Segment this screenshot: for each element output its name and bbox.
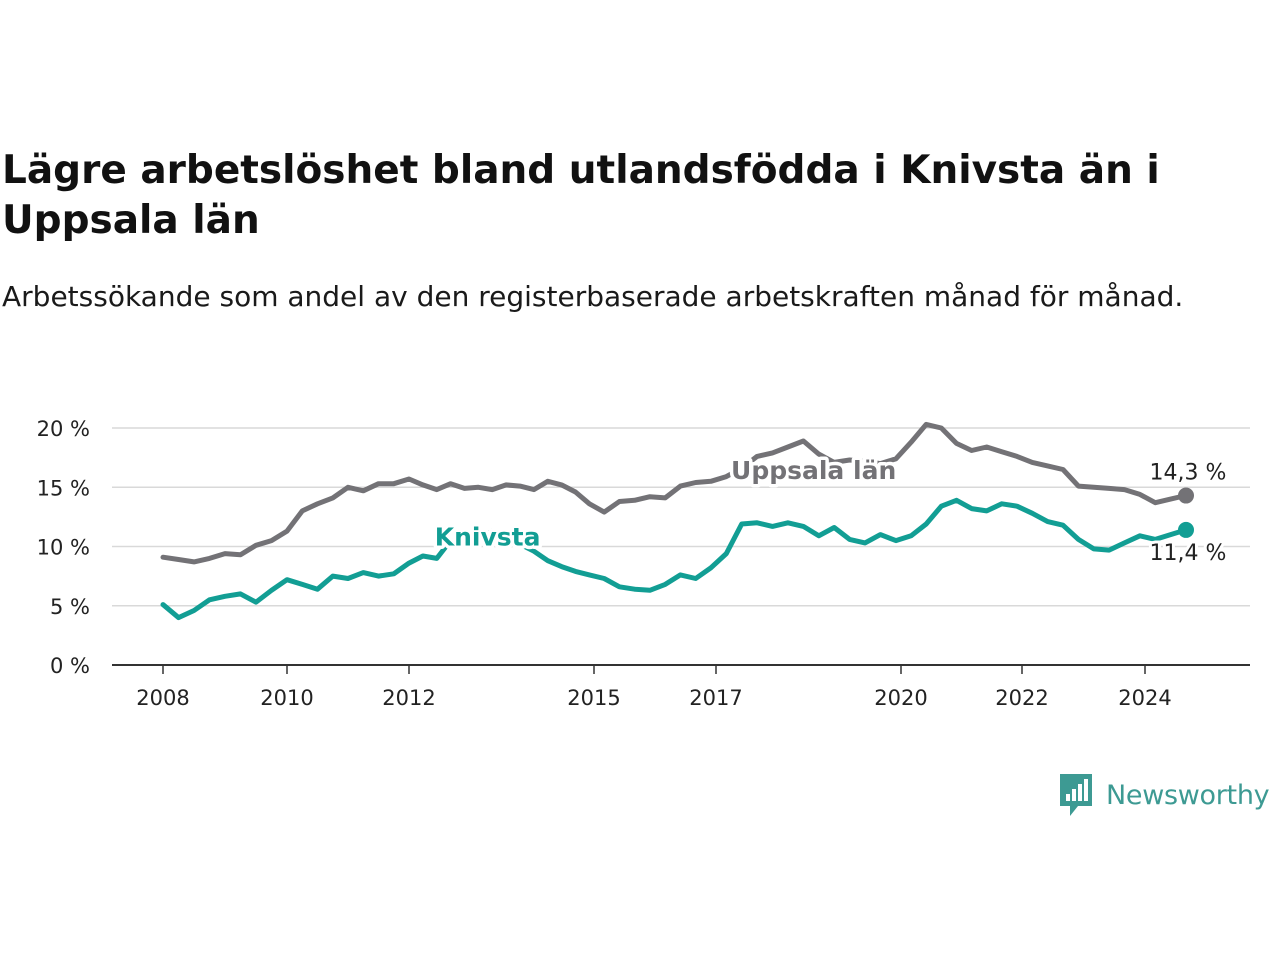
newsworthy-logo: Newsworthy (1058, 772, 1270, 818)
series-label-0: Uppsala län (731, 456, 896, 485)
series-lines (160, 421, 1194, 621)
y-tick-label: 20 % (37, 417, 90, 441)
y-tick-label: 10 % (37, 536, 90, 560)
x-tick-label: 2010 (260, 686, 313, 710)
series-end-point-0 (1178, 487, 1194, 504)
x-tick-label: 2022 (995, 686, 1048, 710)
logo-text: Newsworthy (1106, 779, 1270, 811)
chart-subtitle: Arbetssökande som andel av den registerb… (2, 280, 1184, 313)
end-value-label-0: 14,3 % (1150, 461, 1227, 486)
x-tick-label: 2015 (567, 686, 620, 710)
x-tick-label: 2024 (1118, 686, 1171, 710)
y-tick-label: 5 % (50, 595, 90, 619)
grid-lines (112, 427, 1250, 607)
series-label-1: Knivsta (435, 522, 541, 551)
end-value-label-1: 11,4 % (1150, 541, 1227, 566)
x-tick-label: 2020 (874, 686, 927, 710)
series-labels: Uppsala län Knivsta 14,3 % 11,4 % (431, 452, 1229, 568)
series-line-0 (160, 421, 1189, 565)
x-axis-ticks: 2008 2010 2012 2015 2017 2020 2022 2024 (112, 664, 1250, 710)
x-tick-label: 2008 (136, 686, 189, 710)
chart-title: Lägre arbetslöshet bland utlandsfödda i … (2, 148, 1160, 243)
y-tick-label: 0 % (50, 654, 90, 678)
series-line-1 (160, 497, 1189, 621)
x-tick-label: 2017 (689, 686, 742, 710)
y-axis-ticks: 0 % 5 % 10 % 15 % 20 % (37, 417, 90, 678)
x-tick-label: 2012 (382, 686, 435, 710)
y-tick-label: 15 % (37, 476, 90, 500)
newsworthy-chart-icon (1060, 774, 1092, 816)
series-end-point-1 (1178, 521, 1194, 538)
